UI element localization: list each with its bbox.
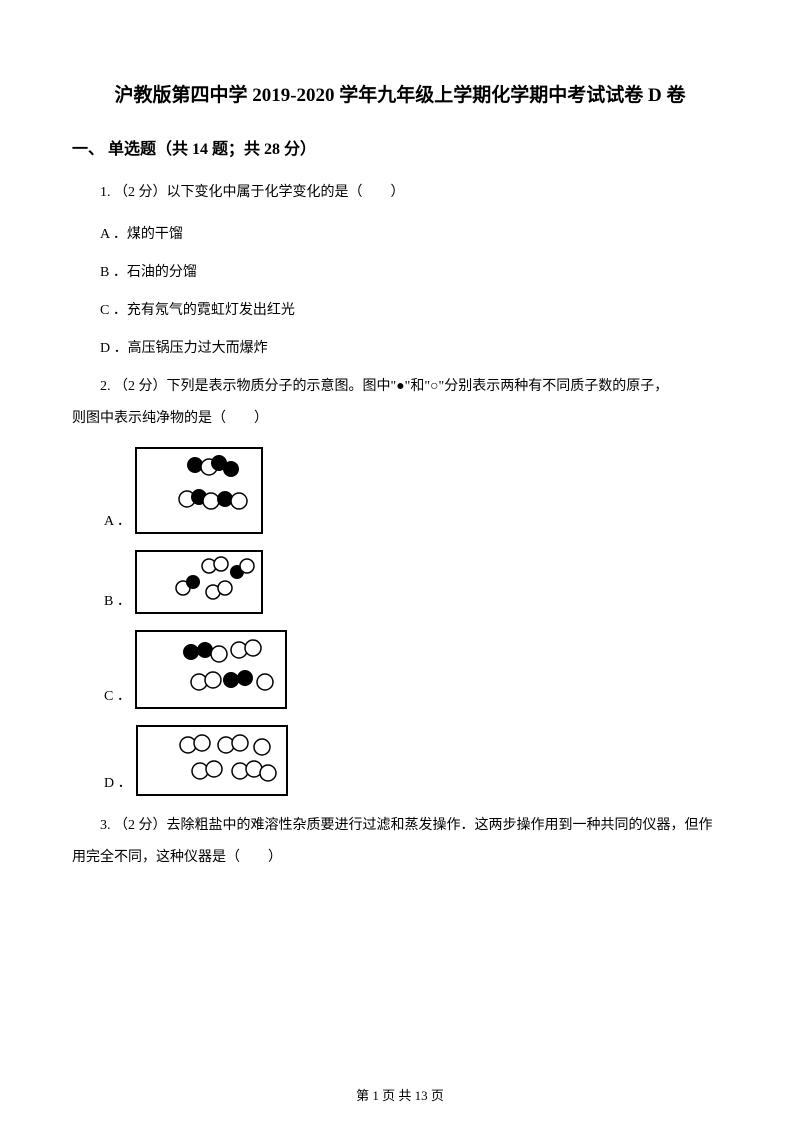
q2-option-c-row: C ．	[72, 630, 728, 709]
q3-text-line1: 3. （2 分）去除粗盐中的难溶性杂质要进行过滤和蒸发操作．这两步操作用到一种共…	[72, 812, 728, 840]
section-heading: 一、 单选题（共 14 题；共 28 分）	[72, 135, 728, 159]
q2-diagram-a	[135, 447, 263, 534]
q1-option-a: A ．煤的干馏	[72, 221, 728, 249]
molecules-icon	[169, 552, 261, 607]
q2-option-b-row: B ．	[72, 550, 728, 614]
page-footer: 第 1 页 共 13 页	[0, 1085, 800, 1104]
q2-option-d-row: D ．	[72, 725, 728, 796]
q2-text-line1: 2. （2 分）下列是表示物质分子的示意图。图中"●"和"○"分别表示两种有不同…	[72, 373, 728, 401]
q1-option-d: D ．高压锅压力过大而爆炸	[72, 335, 728, 363]
q2-diagram-c	[135, 630, 287, 709]
molecules-icon	[170, 727, 286, 789]
q2-text-line2: 则图中表示纯净物的是（ ）	[72, 405, 728, 433]
q2-option-a-label: A ．	[72, 510, 131, 534]
page-title: 沪教版第四中学 2019-2020 学年九年级上学期化学期中考试试卷 D 卷	[72, 80, 728, 107]
q1-text: 1. （2 分）以下变化中属于化学变化的是（ ）	[72, 179, 728, 207]
molecules-icon	[169, 632, 285, 702]
q2-option-d-label: D ．	[72, 772, 132, 796]
q2-diagram-d	[136, 725, 288, 796]
q2-diagram-b	[135, 550, 263, 614]
q2-option-b-label: B ．	[72, 590, 131, 614]
molecules-icon	[169, 449, 261, 527]
q1-option-c: C ．充有氖气的霓虹灯发出红光	[72, 297, 728, 325]
q3-text-line2: 用完全不同，这种仪器是（ ）	[72, 844, 728, 872]
q1-option-b: B ．石油的分馏	[72, 259, 728, 287]
q2-option-a-row: A ．	[72, 447, 728, 534]
q2-option-c-label: C ．	[72, 685, 131, 709]
